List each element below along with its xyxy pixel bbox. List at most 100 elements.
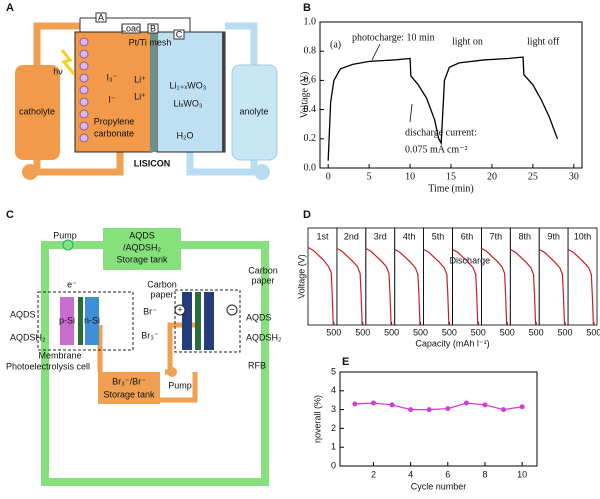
y-tick-label: 1 <box>331 442 336 452</box>
label: − <box>229 304 234 314</box>
pump <box>254 164 270 180</box>
label: Storage tank <box>116 254 168 264</box>
diagram-c: Pump AQDS /AQDSH₂ Storage tank e⁻ AQDS A… <box>6 228 282 486</box>
cycle-label: 9th <box>547 231 560 241</box>
label: paper <box>150 289 173 299</box>
marker <box>482 402 488 408</box>
label: A <box>98 12 104 22</box>
label: AQDSH₂ <box>10 332 46 342</box>
label: Membrane <box>38 350 81 360</box>
marker <box>389 402 395 408</box>
cycle-label: 7th <box>490 231 503 241</box>
annotation-arrow <box>409 103 413 123</box>
mesh-particles <box>79 37 89 143</box>
y-tick-label: 0.2 <box>304 133 317 144</box>
cycle-label: 10th <box>574 231 592 241</box>
panel-label: D <box>303 209 311 221</box>
cycle-label: 3rd <box>374 231 387 241</box>
tube <box>33 22 80 65</box>
line <box>336 247 363 326</box>
y-tick-label: 5 <box>331 366 336 376</box>
marker <box>445 406 451 412</box>
load <box>121 23 141 34</box>
y-tick-label: 0.6 <box>304 75 317 86</box>
panel-label: E <box>342 356 349 368</box>
meter <box>173 29 185 40</box>
label: Carbon <box>248 265 278 275</box>
marker <box>519 404 525 410</box>
y-tick-label: 0.0 <box>304 162 317 173</box>
marker <box>408 407 414 413</box>
annotation-arrow <box>371 43 381 61</box>
line <box>481 247 508 326</box>
membrane <box>150 32 157 152</box>
label: AQDS <box>129 230 155 240</box>
x-tick-label: 500 <box>471 327 486 337</box>
x-tick-label: 0 <box>326 171 331 182</box>
x-tick-label: 15 <box>446 171 456 182</box>
tank <box>98 372 160 404</box>
y-axis-label: Voltage (V) <box>299 72 310 119</box>
x-axis-label: Time (min) <box>428 183 473 194</box>
x-tick-label: 500 <box>442 327 457 337</box>
marker <box>370 400 376 406</box>
x-tick-label: 500 <box>557 327 572 337</box>
x-axis-label: Cycle number <box>411 481 467 491</box>
marker <box>352 401 358 407</box>
y-axis-label: Voltage (V) <box>296 254 306 299</box>
label: B <box>150 23 156 33</box>
tube <box>33 152 124 176</box>
x-tick-label: 5 <box>367 171 372 182</box>
anolyte-tank <box>231 64 278 161</box>
loop <box>41 241 269 486</box>
x-tick-label: 6 <box>445 469 450 479</box>
terminal <box>174 304 186 316</box>
label: + <box>177 304 182 314</box>
label: H₂O <box>177 130 194 140</box>
label: hν <box>53 66 63 76</box>
plot-frame <box>339 371 538 467</box>
electrode <box>204 292 214 350</box>
x-tick-label: 500 <box>413 327 428 337</box>
label: Br⁻ <box>143 306 157 316</box>
x-tick-label: 500 <box>326 327 341 337</box>
marker <box>463 400 469 406</box>
y-tick-label: 3 <box>331 404 336 414</box>
label: n-Si <box>84 315 100 325</box>
annotation: light off <box>527 36 560 47</box>
pump <box>167 367 177 377</box>
x-tick-label: 30 <box>569 171 579 182</box>
label: RFB <box>248 360 266 370</box>
label: carbonate <box>94 128 134 138</box>
line <box>307 246 334 326</box>
cell-right <box>156 31 226 153</box>
cell-box <box>37 291 134 351</box>
label: AQDS <box>246 312 272 322</box>
label: Pump <box>53 230 77 240</box>
x-tick-label: 25 <box>528 171 538 182</box>
panel-label: A <box>6 2 14 14</box>
marker <box>426 407 432 413</box>
x-tick-label: 500 <box>355 327 370 337</box>
x-tick-label: 20 <box>487 171 497 182</box>
line <box>567 248 594 326</box>
y-tick-label: 1.0 <box>304 16 317 27</box>
rfb-box <box>174 289 241 353</box>
x-tick-label: 10 <box>405 171 415 182</box>
line <box>423 248 450 326</box>
cycle-label: 2nd <box>344 231 359 241</box>
y-tick-label: 0.8 <box>304 45 317 56</box>
label: C <box>176 29 183 39</box>
label: Propylene <box>94 116 135 126</box>
label: Pt/Ti mesh <box>129 37 172 47</box>
line <box>354 402 523 411</box>
label: Li⁺ <box>134 91 146 101</box>
electrode <box>222 32 225 152</box>
label: AQDS <box>10 309 36 319</box>
label: LISICON <box>134 158 171 168</box>
label: Pump <box>168 380 192 390</box>
label: catholyte <box>19 106 55 116</box>
panel-label: C <box>6 209 14 221</box>
y-tick-label: 2 <box>331 423 336 433</box>
